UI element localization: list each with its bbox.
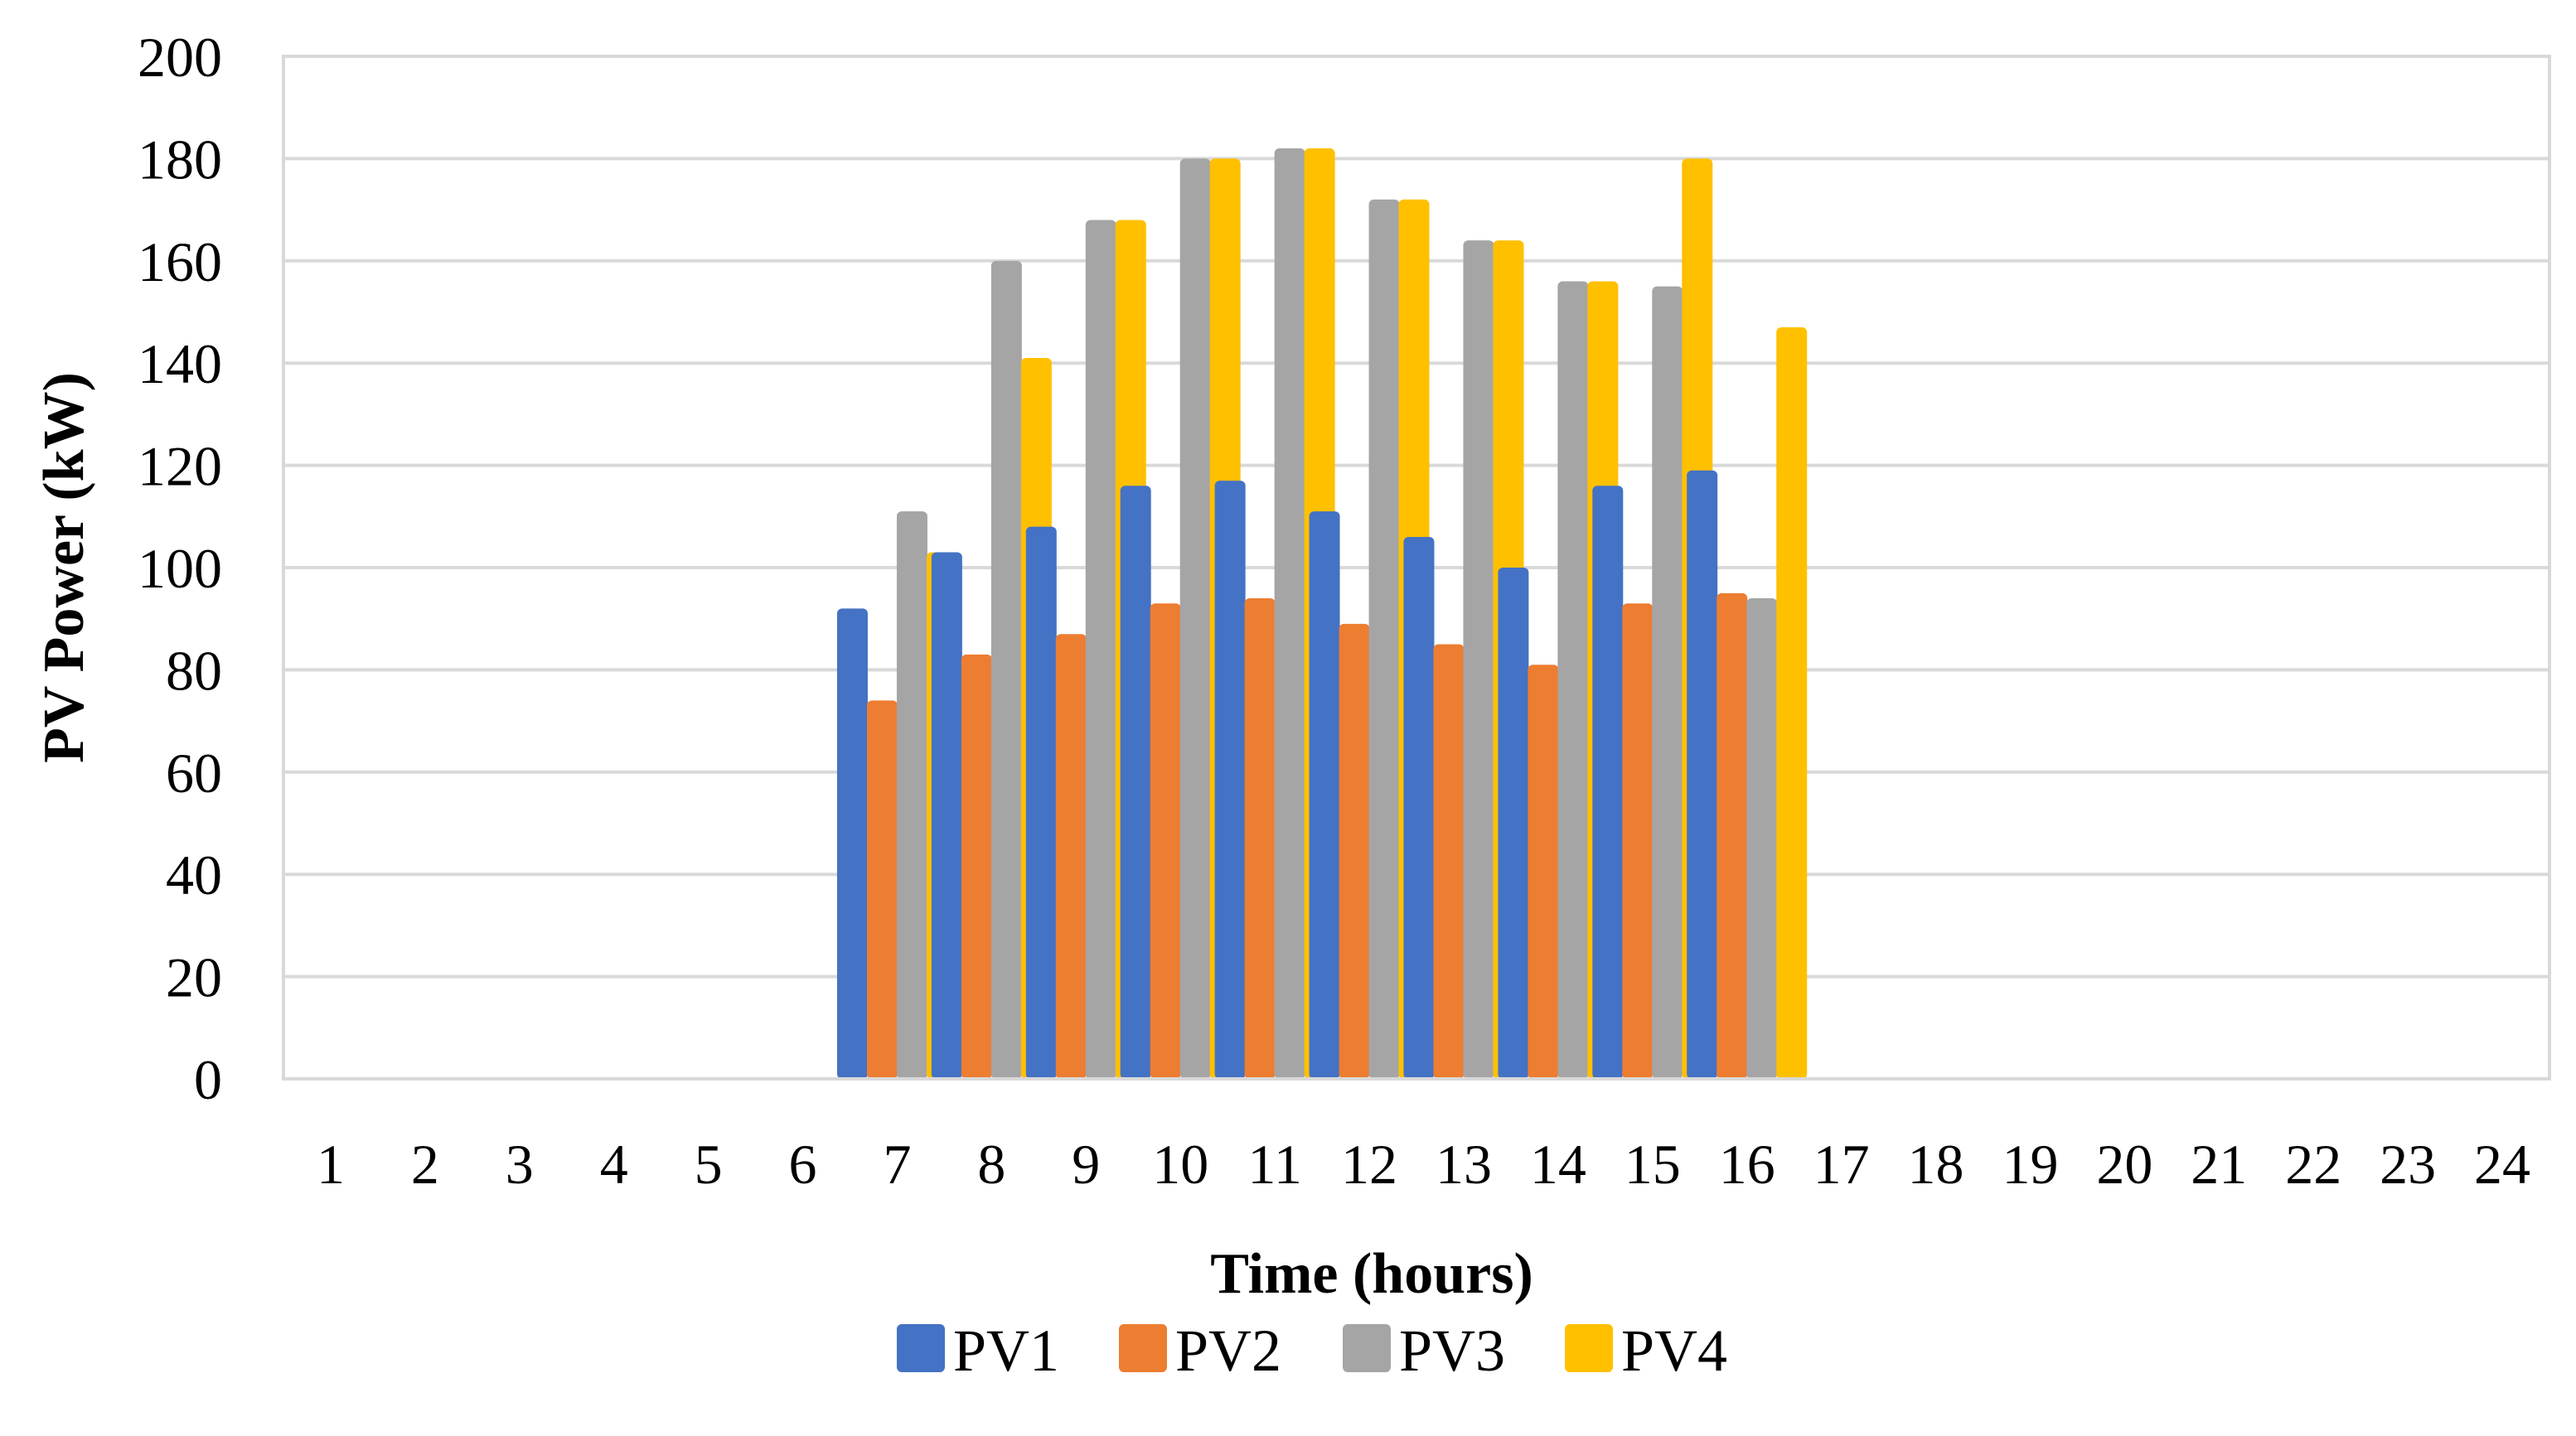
bar-pv1-hour-12 (1309, 511, 1340, 1079)
bar-pv1-hour-10 (1120, 486, 1151, 1079)
x-tick-label: 10 (1152, 1133, 1208, 1196)
legend-label: PV2 (1175, 1318, 1281, 1384)
x-axis-ticks: 1 2 3 4 5 6 7 8 9 10 11 12 13 14 15 16 17 18 19 20 21 22 23 24 (317, 1133, 2530, 1196)
y-tick-label: 40 (166, 844, 222, 907)
legend-label: PV1 (953, 1318, 1059, 1384)
bar-pv1-hour-14 (1498, 568, 1529, 1079)
bar-pv3-hour-10 (1179, 158, 1211, 1079)
legend-item-pv2: PV2 (1119, 1318, 1281, 1384)
bar-pv2-hour-12 (1339, 623, 1370, 1079)
bar-pv2-hour-7 (866, 700, 898, 1079)
legend-swatch (1565, 1324, 1613, 1372)
x-tick-label: 23 (2380, 1133, 2436, 1196)
bar-pv1-hour-15 (1592, 486, 1624, 1079)
y-tick-label: 120 (138, 435, 222, 498)
bar-pv1-hour-16 (1687, 470, 1718, 1079)
bar-pv2-hour-10 (1150, 603, 1181, 1079)
x-tick-label: 4 (600, 1133, 628, 1196)
y-tick-label: 60 (166, 742, 222, 805)
y-axis-ticks: 0 20 40 60 80 100 120 140 160 180 200 (138, 26, 222, 1111)
bar-pv2-hour-11 (1244, 598, 1276, 1079)
x-tick-label: 3 (506, 1133, 534, 1196)
x-tick-label: 22 (2285, 1133, 2341, 1196)
bar-pv2-hour-15 (1622, 603, 1654, 1079)
legend-swatch (1119, 1324, 1167, 1372)
y-tick-label: 0 (194, 1048, 222, 1111)
x-tick-label: 2 (411, 1133, 439, 1196)
legend-label: PV3 (1399, 1318, 1505, 1384)
bar-pv1-hour-13 (1403, 536, 1435, 1079)
bar-pv1-hour-11 (1214, 481, 1246, 1079)
bar-pv2-hour-13 (1433, 644, 1465, 1079)
bar-pv3-hour-12 (1368, 199, 1400, 1079)
x-tick-label: 18 (1908, 1133, 1964, 1196)
x-tick-label: 11 (1247, 1133, 1301, 1196)
bar-pv2-hour-8 (961, 654, 992, 1079)
bar-pv3-hour-8 (990, 260, 1022, 1079)
x-tick-label: 13 (1436, 1133, 1492, 1196)
y-axis-title: PV Power (kW) (32, 372, 96, 763)
bar-pv1-hour-8 (931, 552, 962, 1079)
x-tick-label: 21 (2191, 1133, 2247, 1196)
y-tick-label: 140 (138, 332, 222, 395)
x-tick-label: 24 (2474, 1133, 2530, 1196)
x-tick-label: 16 (1719, 1133, 1775, 1196)
bar-pv3-hour-9 (1085, 220, 1116, 1080)
y-tick-label: 80 (166, 639, 222, 702)
y-tick-label: 180 (138, 128, 222, 191)
x-tick-label: 14 (1530, 1133, 1586, 1196)
bar-pv3-hour-13 (1463, 240, 1494, 1079)
bar-pv1-hour-9 (1025, 526, 1057, 1079)
x-tick-label: 20 (2096, 1133, 2152, 1196)
legend: PV1 PV2 PV3 PV4 (897, 1318, 1727, 1384)
bar-pv1-hour-7 (836, 608, 868, 1079)
x-tick-label: 6 (789, 1133, 817, 1196)
bar-pv2-hour-16 (1717, 592, 1748, 1079)
x-tick-label: 8 (977, 1133, 1005, 1196)
legend-item-pv1: PV1 (897, 1318, 1059, 1384)
bar-pv3-hour-11 (1274, 148, 1305, 1079)
x-tick-label: 7 (883, 1133, 911, 1196)
y-tick-label: 160 (138, 230, 222, 293)
x-tick-label: 12 (1341, 1133, 1397, 1196)
x-axis-title: Time (hours) (1210, 1242, 1533, 1306)
x-tick-label: 19 (2002, 1133, 2058, 1196)
bar-pv3-hour-16 (1746, 598, 1778, 1079)
x-tick-label: 9 (1072, 1133, 1100, 1196)
x-tick-label: 17 (1813, 1133, 1870, 1196)
bar-pv4-hour-16 (1776, 327, 1808, 1079)
x-tick-label: 15 (1625, 1133, 1681, 1196)
bar-pv3-hour-15 (1652, 286, 1683, 1079)
bar-pv2-hour-9 (1055, 634, 1087, 1079)
x-tick-label: 1 (317, 1133, 345, 1196)
legend-label: PV4 (1621, 1318, 1727, 1384)
bar-pv3-hour-14 (1557, 281, 1589, 1080)
y-tick-label: 20 (166, 946, 222, 1009)
legend-swatch (897, 1324, 945, 1372)
legend-swatch (1343, 1324, 1391, 1372)
legend-item-pv4: PV4 (1565, 1318, 1727, 1384)
bar-pv3-hour-7 (896, 511, 927, 1079)
x-tick-label: 5 (695, 1133, 723, 1196)
legend-item-pv3: PV3 (1343, 1318, 1505, 1384)
bar-pv2-hour-14 (1528, 665, 1559, 1079)
y-tick-label: 100 (138, 537, 222, 600)
bars (836, 148, 1808, 1080)
y-tick-label: 200 (138, 26, 222, 89)
